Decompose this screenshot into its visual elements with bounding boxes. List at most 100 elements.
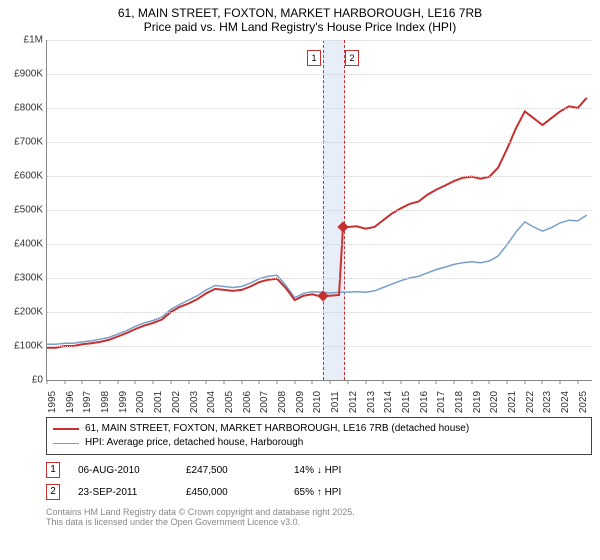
marker-flag-2: 2 bbox=[345, 50, 359, 66]
legend-item-2: HPI: Average price, detached house, Harb… bbox=[53, 436, 585, 450]
legend-item-1: 61, MAIN STREET, FOXTON, MARKET HARBOROU… bbox=[53, 422, 585, 436]
event-date-2: 23-SEP-2011 bbox=[78, 487, 168, 498]
chart-title-address: 61, MAIN STREET, FOXTON, MARKET HARBOROU… bbox=[0, 6, 600, 20]
hpi-line bbox=[47, 215, 587, 344]
y-tick-label: £600K bbox=[14, 171, 43, 182]
x-tick-mark bbox=[100, 380, 101, 384]
x-tick-mark bbox=[347, 380, 348, 384]
y-tick-label: £400K bbox=[14, 239, 43, 250]
x-tick-label: 2010 bbox=[312, 391, 323, 413]
x-tick-label: 2013 bbox=[366, 391, 377, 413]
x-tick-mark bbox=[383, 380, 384, 384]
x-tick-label: 2020 bbox=[489, 391, 500, 413]
x-tick-mark bbox=[577, 380, 578, 384]
chart-title-subtitle: Price paid vs. HM Land Registry's House … bbox=[0, 20, 600, 34]
x-tick-label: 2006 bbox=[242, 391, 253, 413]
x-tick-mark bbox=[365, 380, 366, 384]
x-tick-label: 2009 bbox=[295, 391, 306, 413]
gridline bbox=[47, 74, 592, 75]
y-tick-label: £0 bbox=[32, 375, 43, 386]
event-delta-2: 65% ↑ HPI bbox=[294, 487, 384, 498]
legend-swatch-2 bbox=[53, 443, 79, 444]
gridline bbox=[47, 142, 592, 143]
legend-swatch-1 bbox=[53, 428, 79, 430]
x-tick-mark bbox=[560, 380, 561, 384]
x-tick-mark bbox=[117, 380, 118, 384]
footer-line-2: This data is licensed under the Open Gov… bbox=[46, 517, 592, 527]
gridline bbox=[47, 176, 592, 177]
footer-line-1: Contains HM Land Registry data © Crown c… bbox=[46, 507, 592, 517]
gridline bbox=[47, 40, 592, 41]
x-tick-label: 2005 bbox=[224, 391, 235, 413]
event-marker-2: 2 bbox=[46, 484, 60, 500]
chart-titles: 61, MAIN STREET, FOXTON, MARKET HARBOROU… bbox=[0, 0, 600, 34]
x-tick-mark bbox=[277, 380, 278, 384]
x-tick-mark bbox=[64, 380, 65, 384]
x-tick-mark bbox=[400, 380, 401, 384]
x-tick-label: 2001 bbox=[153, 391, 164, 413]
x-tick-label: 2023 bbox=[542, 391, 553, 413]
x-tick-label: 2025 bbox=[578, 391, 589, 413]
event-price-1: £247,500 bbox=[186, 465, 276, 476]
marker-flag-1: 1 bbox=[307, 50, 321, 66]
x-tick-mark bbox=[170, 380, 171, 384]
x-tick-mark bbox=[188, 380, 189, 384]
x-tick-label: 1998 bbox=[100, 391, 111, 413]
x-tick-label: 2015 bbox=[401, 391, 412, 413]
y-tick-label: £700K bbox=[14, 137, 43, 148]
gridline bbox=[47, 278, 592, 279]
x-tick-label: 2012 bbox=[348, 391, 359, 413]
x-tick-label: 1999 bbox=[118, 391, 129, 413]
y-tick-label: £900K bbox=[14, 69, 43, 80]
y-tick-label: £100K bbox=[14, 341, 43, 352]
x-tick-mark bbox=[436, 380, 437, 384]
x-tick-label: 2017 bbox=[436, 391, 447, 413]
x-tick-mark bbox=[294, 380, 295, 384]
event-price-2: £450,000 bbox=[186, 487, 276, 498]
x-tick-label: 2004 bbox=[206, 391, 217, 413]
y-tick-label: £200K bbox=[14, 307, 43, 318]
x-tick-mark bbox=[453, 380, 454, 384]
x-tick-mark bbox=[259, 380, 260, 384]
x-tick-label: 1996 bbox=[65, 391, 76, 413]
x-tick-label: 2016 bbox=[419, 391, 430, 413]
gridline bbox=[47, 108, 592, 109]
x-tick-label: 2022 bbox=[525, 391, 536, 413]
x-tick-mark bbox=[471, 380, 472, 384]
x-tick-mark bbox=[241, 380, 242, 384]
footer-attribution: Contains HM Land Registry data © Crown c… bbox=[46, 507, 592, 527]
x-tick-mark bbox=[223, 380, 224, 384]
x-tick-mark bbox=[330, 380, 331, 384]
events-table: 1 06-AUG-2010 £247,500 14% ↓ HPI 2 23-SE… bbox=[24, 459, 592, 503]
price-chart-container: 61, MAIN STREET, FOXTON, MARKET HARBOROU… bbox=[0, 0, 600, 527]
x-tick-label: 1997 bbox=[82, 391, 93, 413]
legend-label-1: 61, MAIN STREET, FOXTON, MARKET HARBOROU… bbox=[85, 422, 469, 436]
x-tick-mark bbox=[135, 380, 136, 384]
x-tick-label: 2002 bbox=[171, 391, 182, 413]
y-tick-label: £1M bbox=[24, 35, 43, 46]
x-tick-mark bbox=[153, 380, 154, 384]
x-tick-label: 2003 bbox=[189, 391, 200, 413]
x-tick-mark bbox=[489, 380, 490, 384]
event-delta-1: 14% ↓ HPI bbox=[294, 465, 384, 476]
gridline bbox=[47, 346, 592, 347]
x-tick-mark bbox=[47, 380, 48, 384]
x-tick-mark bbox=[312, 380, 313, 384]
event-date-1: 06-AUG-2010 bbox=[78, 465, 168, 476]
legend-label-2: HPI: Average price, detached house, Harb… bbox=[85, 436, 303, 450]
x-tick-label: 1995 bbox=[47, 391, 58, 413]
x-tick-label: 2000 bbox=[135, 391, 146, 413]
gridline bbox=[47, 244, 592, 245]
x-tick-label: 2007 bbox=[259, 391, 270, 413]
x-tick-label: 2018 bbox=[454, 391, 465, 413]
y-tick-label: £300K bbox=[14, 273, 43, 284]
x-tick-label: 2019 bbox=[472, 391, 483, 413]
x-tick-mark bbox=[418, 380, 419, 384]
x-tick-mark bbox=[206, 380, 207, 384]
x-tick-label: 2021 bbox=[507, 391, 518, 413]
x-tick-label: 2011 bbox=[330, 391, 341, 413]
event-marker-1: 1 bbox=[46, 462, 60, 478]
x-tick-mark bbox=[82, 380, 83, 384]
x-tick-mark bbox=[542, 380, 543, 384]
event-row-2: 2 23-SEP-2011 £450,000 65% ↑ HPI bbox=[24, 481, 592, 503]
